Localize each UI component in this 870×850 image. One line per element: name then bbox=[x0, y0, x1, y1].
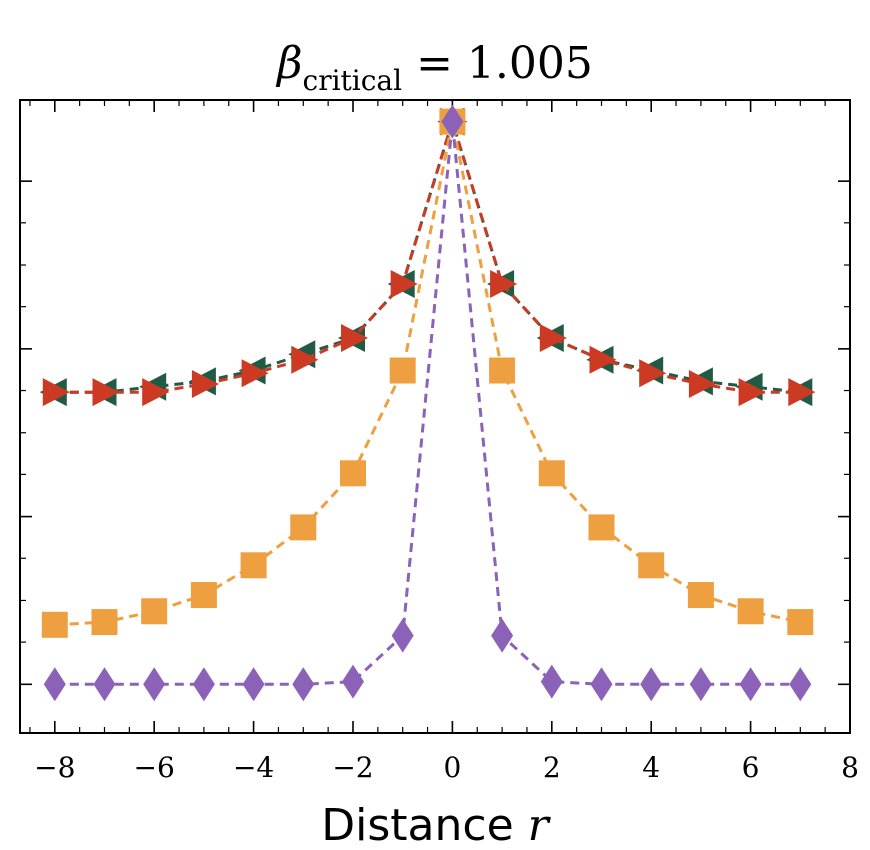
x-tick-label: 8 bbox=[841, 751, 859, 784]
plot-frame bbox=[19, 99, 851, 734]
x-axis-label: Distance r bbox=[321, 800, 551, 850]
data-point bbox=[588, 514, 615, 541]
data-point bbox=[43, 667, 66, 702]
data-point bbox=[91, 609, 118, 636]
data-point bbox=[240, 552, 267, 579]
data-point bbox=[589, 345, 617, 374]
data-point bbox=[739, 667, 762, 702]
data-point bbox=[490, 269, 518, 298]
data-point bbox=[688, 370, 716, 399]
x-tick-label: −2 bbox=[332, 751, 373, 784]
data-point bbox=[689, 667, 712, 702]
data-point bbox=[491, 618, 514, 653]
data-point bbox=[341, 664, 364, 699]
data-point bbox=[192, 667, 215, 702]
data-point bbox=[639, 359, 667, 388]
chart-title: βcritical = 1.005 bbox=[275, 38, 593, 97]
data-point bbox=[789, 667, 812, 702]
data-point bbox=[241, 359, 269, 388]
title-relation: = 1.005 bbox=[416, 38, 593, 89]
series-line bbox=[54, 121, 801, 686]
title-symbol: β bbox=[275, 38, 302, 89]
data-point bbox=[290, 514, 317, 541]
x-axis-label-variable: r bbox=[528, 800, 552, 850]
data-point bbox=[590, 667, 613, 702]
data-point bbox=[389, 357, 416, 384]
data-point bbox=[93, 667, 116, 702]
series-diamond bbox=[43, 104, 812, 702]
x-tick-label: 6 bbox=[742, 751, 760, 784]
data-point bbox=[141, 598, 168, 625]
data-point bbox=[489, 357, 516, 384]
x-tick-label: 4 bbox=[642, 751, 660, 784]
series-line bbox=[54, 116, 801, 394]
series-square bbox=[41, 108, 814, 638]
series-triangle-right bbox=[42, 107, 816, 407]
x-tick-label: −8 bbox=[34, 751, 75, 784]
x-tick-label: 0 bbox=[443, 751, 461, 784]
data-point bbox=[190, 582, 217, 609]
data-point bbox=[41, 611, 68, 638]
data-point bbox=[390, 269, 418, 298]
x-tick-label: −4 bbox=[233, 751, 274, 784]
x-tick-label: −6 bbox=[134, 751, 175, 784]
data-point bbox=[640, 667, 663, 702]
data-point bbox=[538, 460, 565, 487]
data-point bbox=[191, 370, 219, 399]
data-point bbox=[540, 664, 563, 699]
data-point bbox=[242, 667, 265, 702]
series-line bbox=[54, 121, 801, 627]
data-point bbox=[441, 104, 464, 139]
data-point bbox=[638, 552, 665, 579]
title-subscript: critical bbox=[303, 64, 403, 97]
data-point bbox=[339, 460, 366, 487]
data-point bbox=[291, 345, 319, 374]
x-axis-label-text: Distance bbox=[321, 800, 513, 850]
data-point bbox=[340, 324, 368, 353]
data-point bbox=[687, 582, 714, 609]
x-tick-label: 2 bbox=[543, 751, 561, 784]
data-point bbox=[92, 378, 120, 407]
data-point bbox=[788, 378, 816, 407]
plot-area: −8 −6 −4 −2 0 2 4 6 8 bbox=[19, 99, 859, 784]
data-point bbox=[539, 324, 567, 353]
data-point bbox=[737, 598, 764, 625]
data-point bbox=[391, 618, 414, 653]
data-point bbox=[292, 667, 315, 702]
data-point bbox=[143, 667, 166, 702]
series-line bbox=[54, 116, 801, 394]
data-point bbox=[42, 378, 70, 407]
data-point bbox=[142, 378, 170, 407]
data-point bbox=[738, 378, 766, 407]
data-point bbox=[787, 609, 814, 636]
